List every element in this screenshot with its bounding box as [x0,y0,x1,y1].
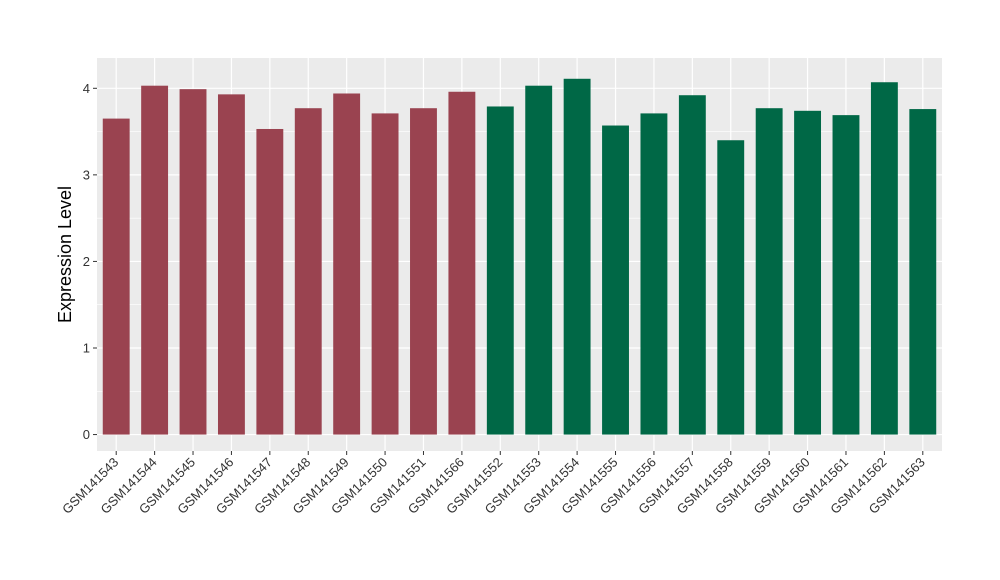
bar-GSM141553 [525,85,553,435]
y-axis: 0 1 2 3 4 [83,81,97,442]
y-axis-title: Expression Level [55,186,75,323]
x-axis: GSM141543GSM141544GSM141545GSM141546GSM1… [59,451,928,517]
y-tick-label: 1 [83,340,90,355]
bars [102,78,937,435]
bar-GSM141543 [102,118,130,435]
bar-GSM141562 [870,82,898,435]
bar-GSM141545 [179,89,207,435]
bar-GSM141561 [832,115,860,435]
bar-GSM141566 [448,91,476,435]
bar-GSM141555 [602,125,629,435]
bar-GSM141551 [410,108,437,435]
y-tick-label: 2 [83,254,90,269]
bar-GSM141556 [640,113,668,435]
bar-GSM141559 [755,108,783,435]
bar-GSM141560 [794,110,822,435]
bar-GSM141557 [678,95,706,435]
bar-GSM141554 [563,78,591,435]
bar-GSM141549 [333,93,361,435]
bar-GSM141563 [909,109,937,435]
bar-GSM141552 [486,106,514,435]
bar-GSM141548 [294,108,322,435]
bar-GSM141544 [141,85,169,435]
bar-GSM141550 [371,113,399,435]
bar-GSM141547 [256,128,284,435]
y-tick-label: 4 [83,81,90,96]
bar-GSM141558 [717,140,745,435]
y-tick-label: 3 [83,167,90,182]
y-tick-label: 0 [83,427,90,442]
bar-GSM141546 [217,94,245,435]
